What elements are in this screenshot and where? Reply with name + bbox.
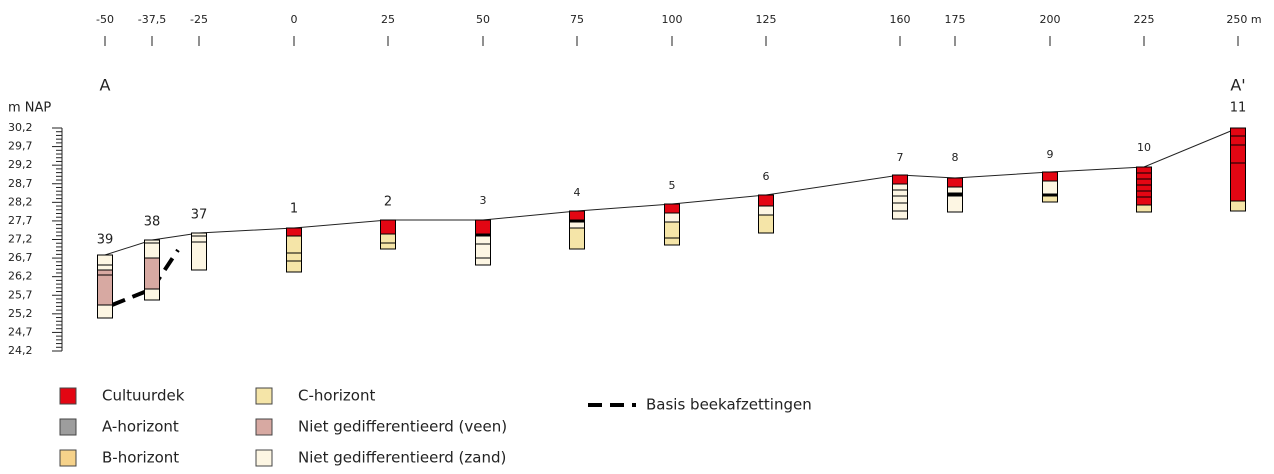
legend-swatch xyxy=(255,387,273,405)
top-tick-label: 75 xyxy=(570,13,584,26)
top-tick-label: 0 xyxy=(291,13,298,26)
top-tick-label: 160 xyxy=(890,13,911,26)
y-tick-label: 29,7 xyxy=(8,140,33,153)
borehole-layer xyxy=(380,233,396,250)
y-tick-label: 28,7 xyxy=(8,177,33,190)
borehole-label: 5 xyxy=(669,179,676,192)
borehole-layer xyxy=(664,203,680,214)
legend-label: B-horizont xyxy=(102,449,179,467)
borehole-layer xyxy=(144,257,160,290)
borehole-layer xyxy=(1042,180,1058,195)
borehole-label: 4 xyxy=(574,186,581,199)
borehole-label: 8 xyxy=(952,151,959,164)
top-tick-label: -37,5 xyxy=(138,13,166,26)
legend-label: Niet gedifferentieerd (veen) xyxy=(298,418,507,436)
top-tick-label: -50 xyxy=(96,13,114,26)
borehole-layer xyxy=(97,254,113,271)
borehole-label: 39 xyxy=(97,233,114,248)
point-a: A xyxy=(100,76,111,95)
top-tick-label: -25 xyxy=(190,13,208,26)
borehole-layer xyxy=(475,219,491,235)
borehole-layer xyxy=(947,195,963,213)
y-tick-label: 25,7 xyxy=(8,288,33,301)
borehole-layer xyxy=(569,227,585,250)
top-tick-label: 250 m xyxy=(1226,13,1261,26)
borehole-layer xyxy=(286,235,302,273)
borehole-layer xyxy=(286,227,302,237)
borehole-layer xyxy=(892,183,908,220)
borehole-label: 1 xyxy=(290,202,298,217)
borehole-layer xyxy=(947,186,963,194)
borehole-layer xyxy=(947,177,963,188)
basis-line xyxy=(111,248,180,307)
y-tick-label: 29,2 xyxy=(8,158,33,171)
y-tick-label: 24,2 xyxy=(8,344,33,357)
borehole-layer xyxy=(1230,127,1246,202)
top-tick-label: 125 xyxy=(756,13,777,26)
legend-swatch xyxy=(255,418,273,436)
borehole-layer xyxy=(1136,204,1152,213)
y-tick-label: 27,7 xyxy=(8,214,33,227)
borehole-layer xyxy=(97,304,113,319)
legend-swatch xyxy=(59,387,77,405)
borehole-label: 11 xyxy=(1230,101,1247,116)
top-tick-label: 175 xyxy=(945,13,966,26)
top-tick-label: 25 xyxy=(381,13,395,26)
y-tick-label: 26,2 xyxy=(8,270,33,283)
legend-label: A-horizont xyxy=(102,418,179,436)
borehole-label: 37 xyxy=(191,208,208,223)
legend-label: Basis beekafzettingen xyxy=(646,396,812,414)
y-tick-label: 30,2 xyxy=(8,121,33,134)
borehole-layer xyxy=(1042,195,1058,203)
borehole-layer xyxy=(380,219,396,235)
borehole-label: 10 xyxy=(1137,141,1151,154)
borehole-layer xyxy=(1230,200,1246,212)
legend-label: Cultuurdek xyxy=(102,387,185,405)
borehole-label: 6 xyxy=(763,170,770,183)
legend-swatch xyxy=(59,449,77,467)
borehole-label: 38 xyxy=(144,215,161,230)
borehole-layer xyxy=(191,232,207,271)
legend-label: C-horizont xyxy=(298,387,375,405)
legend-swatch xyxy=(255,449,273,467)
y-tick-label: 25,2 xyxy=(8,307,33,320)
surface-line xyxy=(104,127,1239,256)
point-a-prime: A' xyxy=(1230,76,1245,95)
y-axis-label: m NAP xyxy=(8,101,51,116)
borehole-layer xyxy=(664,212,680,223)
borehole-label: 3 xyxy=(480,194,487,207)
top-tick-label: 50 xyxy=(476,13,490,26)
y-tick-label: 28,2 xyxy=(8,195,33,208)
y-tick-label: 26,7 xyxy=(8,251,33,264)
borehole-label: 9 xyxy=(1047,148,1054,161)
y-tick-label: 24,7 xyxy=(8,325,33,338)
top-tick-label: 225 xyxy=(1134,13,1155,26)
top-tick-label: 200 xyxy=(1040,13,1061,26)
borehole-label: 7 xyxy=(897,151,904,164)
borehole-layer xyxy=(758,205,774,216)
borehole-layer xyxy=(569,210,585,221)
legend-swatch xyxy=(59,418,77,436)
borehole-layer xyxy=(664,221,680,246)
top-tick-label: 100 xyxy=(662,13,683,26)
y-tick-label: 27,2 xyxy=(8,233,33,246)
borehole-layer xyxy=(569,221,585,229)
borehole-layer xyxy=(144,288,160,301)
borehole-layer xyxy=(475,235,491,266)
borehole-layer xyxy=(758,194,774,207)
borehole-layer xyxy=(758,214,774,234)
borehole-layer xyxy=(1042,171,1058,182)
legend-label: Niet gedifferentieerd (zand) xyxy=(298,449,506,467)
borehole-label: 2 xyxy=(384,195,392,210)
borehole-layer xyxy=(892,174,908,185)
